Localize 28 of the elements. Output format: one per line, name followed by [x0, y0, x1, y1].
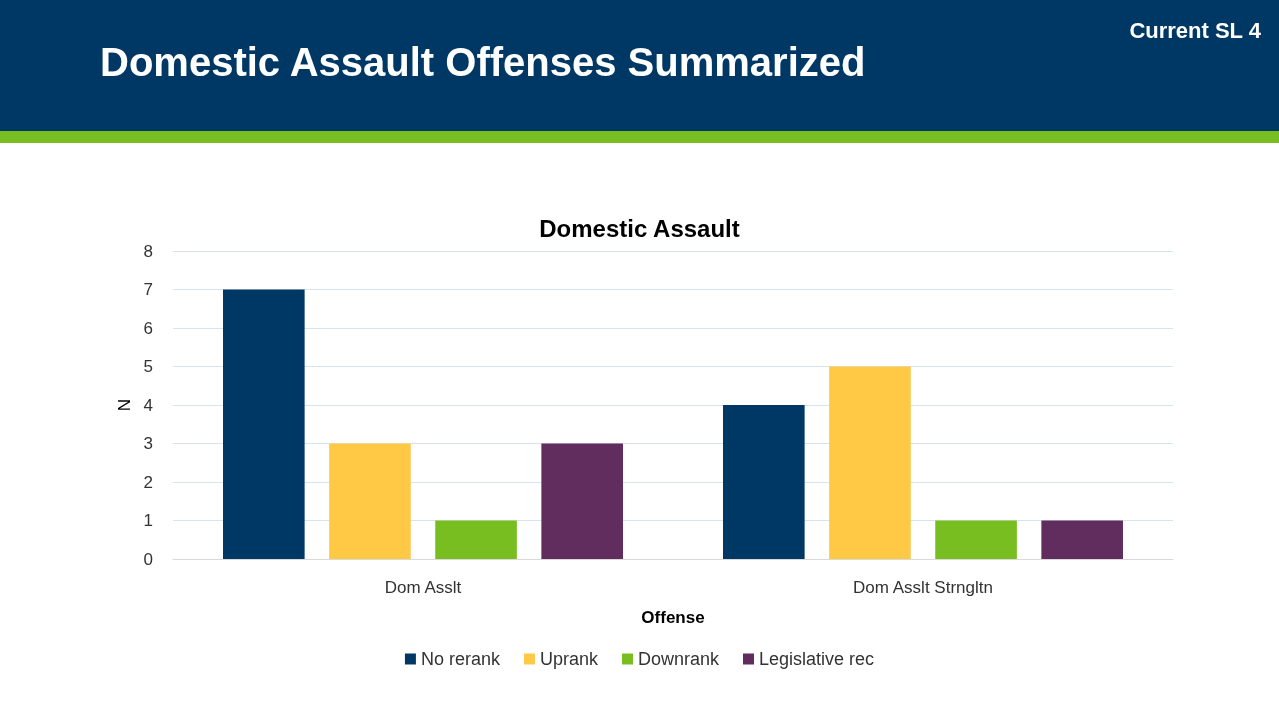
bar: [829, 366, 911, 559]
bar: [329, 443, 411, 559]
y-tick-label: 7: [143, 280, 153, 299]
bar: [1041, 520, 1123, 559]
bar: [435, 520, 517, 559]
legend-label: No rerank: [420, 649, 501, 669]
x-tick-label: Dom Asslt: [384, 578, 462, 597]
y-tick-label: 2: [143, 472, 153, 492]
bar: [541, 443, 623, 559]
legend-label: Uprank: [539, 649, 599, 669]
text: Current SL 4: [1129, 18, 1261, 44]
legend-label: Legislative rec: [759, 649, 875, 669]
bar: [935, 520, 1017, 559]
y-tick-label: 3: [143, 434, 153, 453]
bar: [223, 289, 305, 559]
y-tick-label: 0: [143, 549, 153, 569]
y-tick-label: 1: [143, 511, 153, 530]
chart-subtitle: Domestic Assault: [539, 214, 740, 242]
y-tick-label: 8: [143, 241, 153, 261]
bar: [723, 405, 805, 559]
chart-title: Domestic Assault Offenses Summarized: [100, 40, 866, 85]
y-axis-title: N: [114, 398, 134, 412]
legend-label: Downrank: [637, 649, 721, 669]
y-tick-label: 6: [143, 318, 153, 338]
x-axis-title: Offense: [641, 608, 705, 627]
x-tick-label: Dom Asslt Strngltn: [853, 578, 993, 597]
y-tick-label: 5: [143, 357, 153, 376]
y-tick-label: 4: [143, 395, 153, 415]
